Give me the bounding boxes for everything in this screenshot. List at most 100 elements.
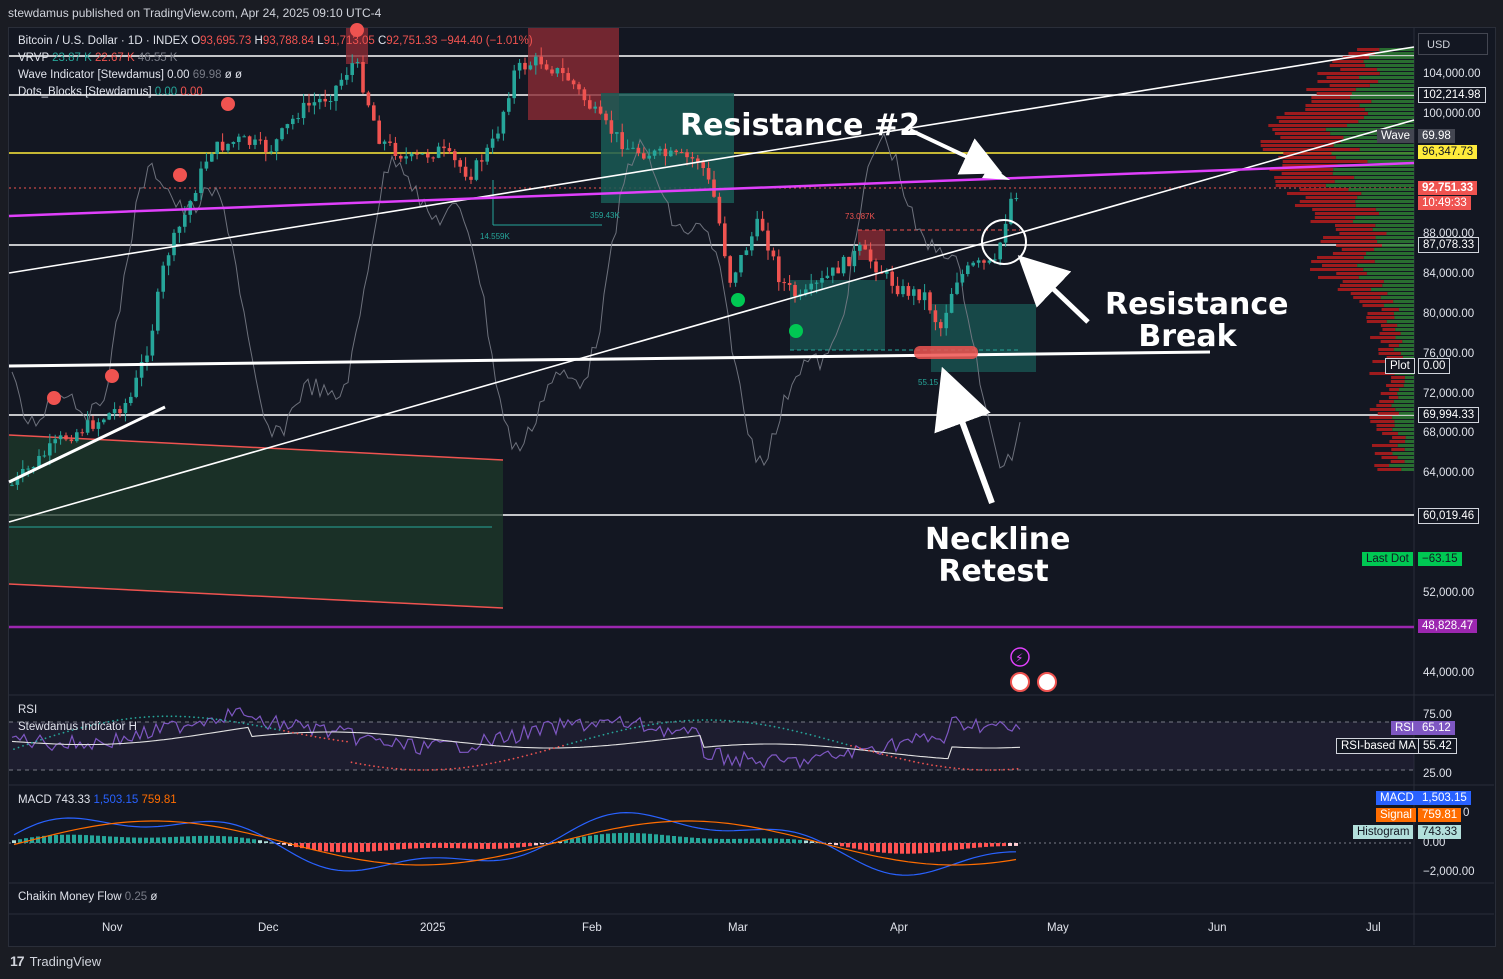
histogram-bar — [516, 843, 520, 848]
candle — [372, 102, 376, 121]
indicator-dot — [197, 716, 200, 719]
histogram-bar — [414, 843, 418, 849]
candle — [431, 156, 435, 162]
indicator-dot — [710, 719, 713, 721]
rsi-ma-tag-label: RSI-based MA — [1336, 738, 1421, 754]
indicator-dot — [152, 715, 155, 718]
histogram-bar — [318, 843, 322, 851]
indicator-dot — [85, 725, 87, 728]
candle — [210, 152, 214, 162]
indicator-dot — [377, 766, 380, 768]
indicator-dot — [251, 724, 254, 726]
indicator-dot — [728, 719, 731, 722]
histogram-bar — [690, 837, 694, 843]
histogram-bar — [366, 843, 370, 852]
indicator-dot — [292, 731, 294, 734]
histogram-bar — [474, 843, 478, 849]
histogram-bar — [42, 835, 46, 843]
time-axis-label: Dec — [258, 922, 279, 934]
currency-selector[interactable]: USD — [1418, 33, 1488, 55]
candle — [334, 85, 338, 111]
histogram-bar — [324, 843, 328, 852]
candle — [534, 52, 538, 75]
indicator-dot — [661, 722, 663, 724]
candle — [706, 161, 711, 184]
footer-brand[interactable]: 17 TradingView — [10, 953, 101, 969]
break-arrow — [1017, 255, 1090, 324]
histogram-bar — [762, 838, 766, 843]
indicator-dot — [355, 762, 357, 765]
indicator-dot — [413, 769, 416, 771]
candle — [188, 199, 192, 223]
symbol-name: Bitcoin / U.S. Dollar · 1D · INDEX — [18, 35, 188, 47]
indicator-dot — [913, 760, 915, 763]
histogram-bar — [372, 843, 376, 852]
candle — [1009, 192, 1013, 226]
candle — [609, 110, 614, 143]
candle — [139, 354, 144, 387]
macd-legend[interactable]: MACD 743.33 1,503.15 759.81 — [18, 794, 177, 806]
indicator-dot — [328, 738, 330, 740]
zone-top-line — [8, 434, 504, 461]
candle — [48, 433, 52, 466]
indicator-dot — [778, 726, 780, 729]
candle — [939, 319, 943, 337]
volume-profile-bar — [1376, 428, 1414, 431]
histogram-bar — [276, 843, 280, 844]
signal-tag-label: Signal — [1376, 808, 1416, 822]
indicator-dot — [764, 724, 767, 726]
indicator-dot — [314, 735, 317, 738]
candle — [258, 131, 263, 145]
histogram-bar — [168, 837, 172, 843]
candle — [750, 231, 754, 256]
volume-profile-bar — [1381, 308, 1414, 311]
resistance-arrow-line — [909, 128, 1003, 175]
cmf-legend[interactable]: Chaikin Money Flow 0.25 ø — [18, 891, 158, 903]
candle — [474, 158, 479, 182]
indicator-dot — [1016, 767, 1019, 770]
candle — [566, 67, 570, 81]
indicator-dot — [157, 715, 159, 718]
candle — [550, 66, 554, 76]
stewdamus-h-title[interactable]: Stewdamus Indicator H — [18, 721, 137, 733]
histogram-bar — [462, 843, 466, 849]
histogram-bar — [114, 836, 118, 843]
candle — [588, 95, 592, 110]
signal-line — [13, 820, 1017, 866]
histogram-bar — [330, 843, 334, 852]
indicator-dot — [724, 719, 726, 722]
candle — [582, 87, 587, 107]
histogram-bar — [348, 843, 352, 853]
volume-profile-bar — [1310, 268, 1414, 271]
macd-axis-partial: 0 — [1463, 807, 1470, 819]
candle — [615, 132, 619, 143]
histogram-bar — [828, 843, 832, 845]
indicator-dot — [170, 715, 173, 718]
histogram-bar — [618, 832, 622, 843]
candle — [744, 247, 749, 256]
indicator-dot — [652, 723, 654, 726]
indicator-dot — [116, 719, 119, 722]
upper-channel-line — [8, 46, 1415, 274]
candle — [793, 281, 797, 303]
indicator-dot — [44, 737, 47, 740]
candle — [274, 138, 279, 161]
symbol-legend[interactable]: Bitcoin / U.S. Dollar · 1D · INDEX O93,6… — [18, 35, 533, 47]
dots-legend[interactable]: Dots_Blocks [Stewdamus] 0.00 0.00 — [18, 86, 203, 98]
vrvp-legend[interactable]: VRVP 23.87 K 22.67 K 46.55 K — [18, 52, 178, 64]
indicator-dot — [940, 765, 942, 768]
histogram-bar — [408, 843, 412, 849]
candle — [539, 47, 543, 69]
wave-legend[interactable]: Wave Indicator [Stewdamus] 0.00 69.98 ø … — [18, 69, 242, 81]
volume-profile-bar — [1260, 144, 1414, 147]
indicator-dot — [647, 724, 650, 726]
resistance-break-annotation: Resistance Break — [1105, 287, 1289, 355]
time-axis-label: 2025 — [420, 922, 446, 934]
candle — [674, 149, 678, 156]
histogram-bar — [810, 841, 814, 843]
tradingview-logo-icon: 17 — [10, 953, 25, 969]
rsi-title[interactable]: RSI — [18, 704, 38, 716]
volume-profile-bar — [1294, 204, 1414, 207]
candle — [955, 272, 959, 296]
